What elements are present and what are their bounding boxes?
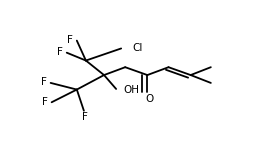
Text: OH: OH <box>123 85 139 95</box>
Text: F: F <box>41 77 47 87</box>
Text: F: F <box>82 112 88 122</box>
Text: F: F <box>57 47 63 57</box>
Text: Cl: Cl <box>132 43 143 53</box>
Text: F: F <box>67 35 73 45</box>
Text: F: F <box>42 97 48 107</box>
Text: O: O <box>145 94 153 104</box>
